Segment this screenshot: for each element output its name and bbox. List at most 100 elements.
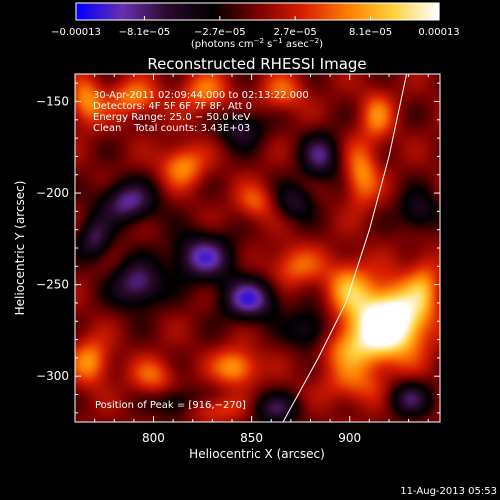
colorbar-swatch	[322, 3, 326, 20]
colorbar-swatch	[247, 3, 251, 20]
colorbar-swatch	[76, 3, 80, 20]
colorbar-swatch	[193, 3, 197, 20]
colorbar-swatch	[343, 3, 347, 20]
colorbar-units: (photons cm−2 s−1 asec−2)	[191, 37, 323, 50]
colorbar-swatch	[433, 3, 437, 20]
colorbar-tick-label: −2.7e−05	[194, 27, 246, 38]
colorbar-swatch	[265, 3, 269, 20]
annotation-detectors: Detectors: 4F 5F 6F 7F 8F, Att 0	[93, 101, 252, 112]
colorbar-swatch	[214, 3, 218, 20]
colorbar-swatch	[298, 3, 302, 20]
colorbar-swatch	[316, 3, 320, 20]
colorbar-swatch	[94, 3, 98, 20]
colorbar-swatch	[310, 3, 314, 20]
colorbar-swatch	[145, 3, 149, 20]
colorbar-swatch	[415, 3, 419, 20]
colorbar-swatch	[91, 3, 95, 20]
colorbar-swatch	[361, 3, 365, 20]
colorbar-swatch	[355, 3, 359, 20]
colorbar-swatch	[274, 3, 278, 20]
colorbar-swatch	[112, 3, 116, 20]
y-axis-label: Heliocentric Y (arcsec)	[13, 181, 27, 316]
colorbar-swatch	[238, 3, 242, 20]
colorbar-swatch	[202, 3, 206, 20]
colorbar-swatch	[118, 3, 122, 20]
colorbar-swatch	[109, 3, 113, 20]
colorbar-swatch	[190, 3, 194, 20]
colorbar-swatch	[391, 3, 395, 20]
x-tick-label: 850	[240, 431, 263, 445]
colorbar-swatch	[283, 3, 287, 20]
colorbar-swatch	[106, 3, 110, 20]
colorbar-swatch	[142, 3, 146, 20]
colorbar-swatch	[427, 3, 431, 20]
colorbar-swatch	[244, 3, 248, 20]
colorbar-swatch	[250, 3, 254, 20]
colorbar-swatch	[82, 3, 86, 20]
colorbar-swatch	[235, 3, 239, 20]
colorbar-swatch	[148, 3, 152, 20]
colorbar-swatch	[103, 3, 107, 20]
colorbar: −0.00013 −8.1e−05 −2.7e−05 2.7e−05 8.1e−05 0.…	[51, 2, 460, 50]
colorbar-swatch	[430, 3, 434, 20]
colorbar-swatch	[382, 3, 386, 20]
colorbar-swatch	[373, 3, 377, 20]
x-axis-label: Heliocentric X (arcsec)	[189, 447, 325, 461]
colorbar-swatch	[331, 3, 335, 20]
heatmap-image	[75, 74, 440, 422]
colorbar-swatch	[412, 3, 416, 20]
colorbar-swatch	[136, 3, 140, 20]
colorbar-swatch	[223, 3, 227, 20]
colorbar-swatch	[277, 3, 281, 20]
colorbar-swatch	[97, 3, 101, 20]
colorbar-swatch	[85, 3, 89, 20]
colorbar-swatch	[130, 3, 134, 20]
colorbar-swatch	[388, 3, 392, 20]
colorbar-swatch	[262, 3, 266, 20]
colorbar-swatch	[397, 3, 401, 20]
colorbar-swatch	[385, 3, 389, 20]
colorbar-swatch	[403, 3, 407, 20]
x-tick-label: 900	[338, 431, 361, 445]
colorbar-swatch	[421, 3, 425, 20]
colorbar-swatch	[268, 3, 272, 20]
colorbar-swatch	[181, 3, 185, 20]
colorbar-swatch	[313, 3, 317, 20]
colorbar-swatch	[271, 3, 275, 20]
colorbar-tick-label: 8.1e−05	[349, 27, 392, 38]
colorbar-frame	[75, 2, 440, 21]
colorbar-swatch	[175, 3, 179, 20]
colorbar-swatch	[406, 3, 410, 20]
colorbar-swatch	[88, 3, 92, 20]
colorbar-swatch	[208, 3, 212, 20]
colorbar-swatch	[295, 3, 299, 20]
colorbar-swatch	[352, 3, 356, 20]
colorbar-swatch	[232, 3, 236, 20]
colorbar-swatch	[328, 3, 332, 20]
colorbar-swatch	[394, 3, 398, 20]
annotation-energy-range: Energy Range: 25.0 − 50.0 keV	[93, 112, 250, 123]
footer-date: 11-Aug-2013 05:53	[400, 486, 497, 497]
colorbar-swatch	[256, 3, 260, 20]
colorbar-swatch	[253, 3, 257, 20]
solar-limb-curve	[282, 74, 408, 422]
annotation-time-range: 30-Apr-2011 02:09:44.000 to 02:13:22.000	[93, 90, 309, 101]
colorbar-swatch	[163, 3, 167, 20]
colorbar-swatch	[436, 3, 440, 20]
colorbar-swatch	[400, 3, 404, 20]
colorbar-swatch	[211, 3, 215, 20]
colorbar-swatch	[157, 3, 161, 20]
colorbar-swatch	[301, 3, 305, 20]
colorbar-swatch	[364, 3, 368, 20]
colorbar-swatch	[154, 3, 158, 20]
x-tick-label: 800	[142, 431, 165, 445]
colorbar-swatch	[334, 3, 338, 20]
colorbar-swatch	[292, 3, 296, 20]
colorbar-tick-label: 2.7e−05	[274, 27, 317, 38]
colorbar-swatch	[220, 3, 224, 20]
colorbar-swatch	[409, 3, 413, 20]
colorbar-swatch	[376, 3, 380, 20]
y-tick-label: −250	[36, 278, 69, 292]
colorbar-tick-label: −8.1e−05	[119, 27, 171, 38]
